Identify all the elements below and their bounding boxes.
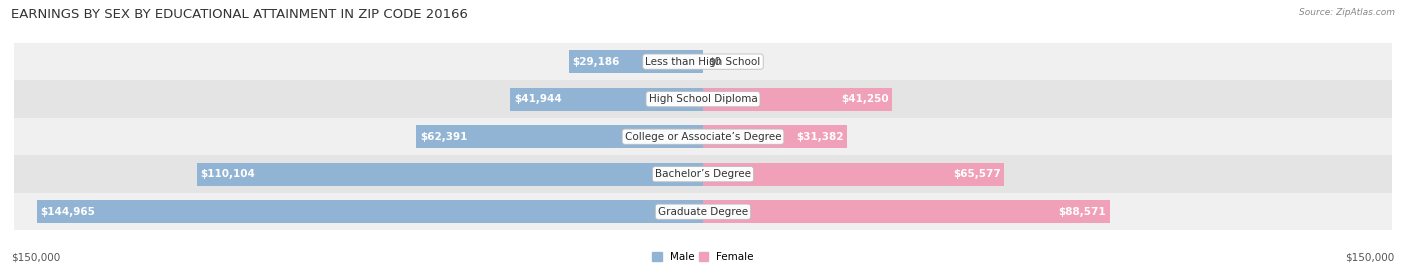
Bar [14, 118, 1392, 155]
Text: Less than High School: Less than High School [645, 57, 761, 67]
Text: $144,965: $144,965 [41, 207, 96, 217]
Bar [703, 163, 1004, 186]
Text: College or Associate’s Degree: College or Associate’s Degree [624, 132, 782, 142]
Text: $41,250: $41,250 [841, 94, 889, 104]
Text: $41,944: $41,944 [513, 94, 561, 104]
Bar [703, 125, 848, 148]
Bar [197, 163, 703, 186]
Bar [569, 50, 703, 73]
Text: $65,577: $65,577 [953, 169, 1001, 179]
Bar [703, 88, 893, 111]
Text: $150,000: $150,000 [11, 253, 60, 263]
Legend: Male, Female: Male, Female [648, 248, 758, 267]
Bar [14, 80, 1392, 118]
Text: Graduate Degree: Graduate Degree [658, 207, 748, 217]
Text: High School Diploma: High School Diploma [648, 94, 758, 104]
Text: $150,000: $150,000 [1346, 253, 1395, 263]
Text: $88,571: $88,571 [1059, 207, 1107, 217]
Bar [37, 200, 703, 223]
Text: $29,186: $29,186 [572, 57, 620, 67]
Text: $31,382: $31,382 [796, 132, 844, 142]
Text: $62,391: $62,391 [420, 132, 467, 142]
Bar [14, 43, 1392, 80]
Bar [416, 125, 703, 148]
Bar [14, 155, 1392, 193]
Bar [510, 88, 703, 111]
Bar [14, 193, 1392, 230]
Text: $0: $0 [709, 57, 721, 67]
Bar [703, 200, 1109, 223]
Text: Source: ZipAtlas.com: Source: ZipAtlas.com [1299, 8, 1395, 17]
Text: EARNINGS BY SEX BY EDUCATIONAL ATTAINMENT IN ZIP CODE 20166: EARNINGS BY SEX BY EDUCATIONAL ATTAINMEN… [11, 8, 468, 21]
Text: $110,104: $110,104 [201, 169, 256, 179]
Text: Bachelor’s Degree: Bachelor’s Degree [655, 169, 751, 179]
